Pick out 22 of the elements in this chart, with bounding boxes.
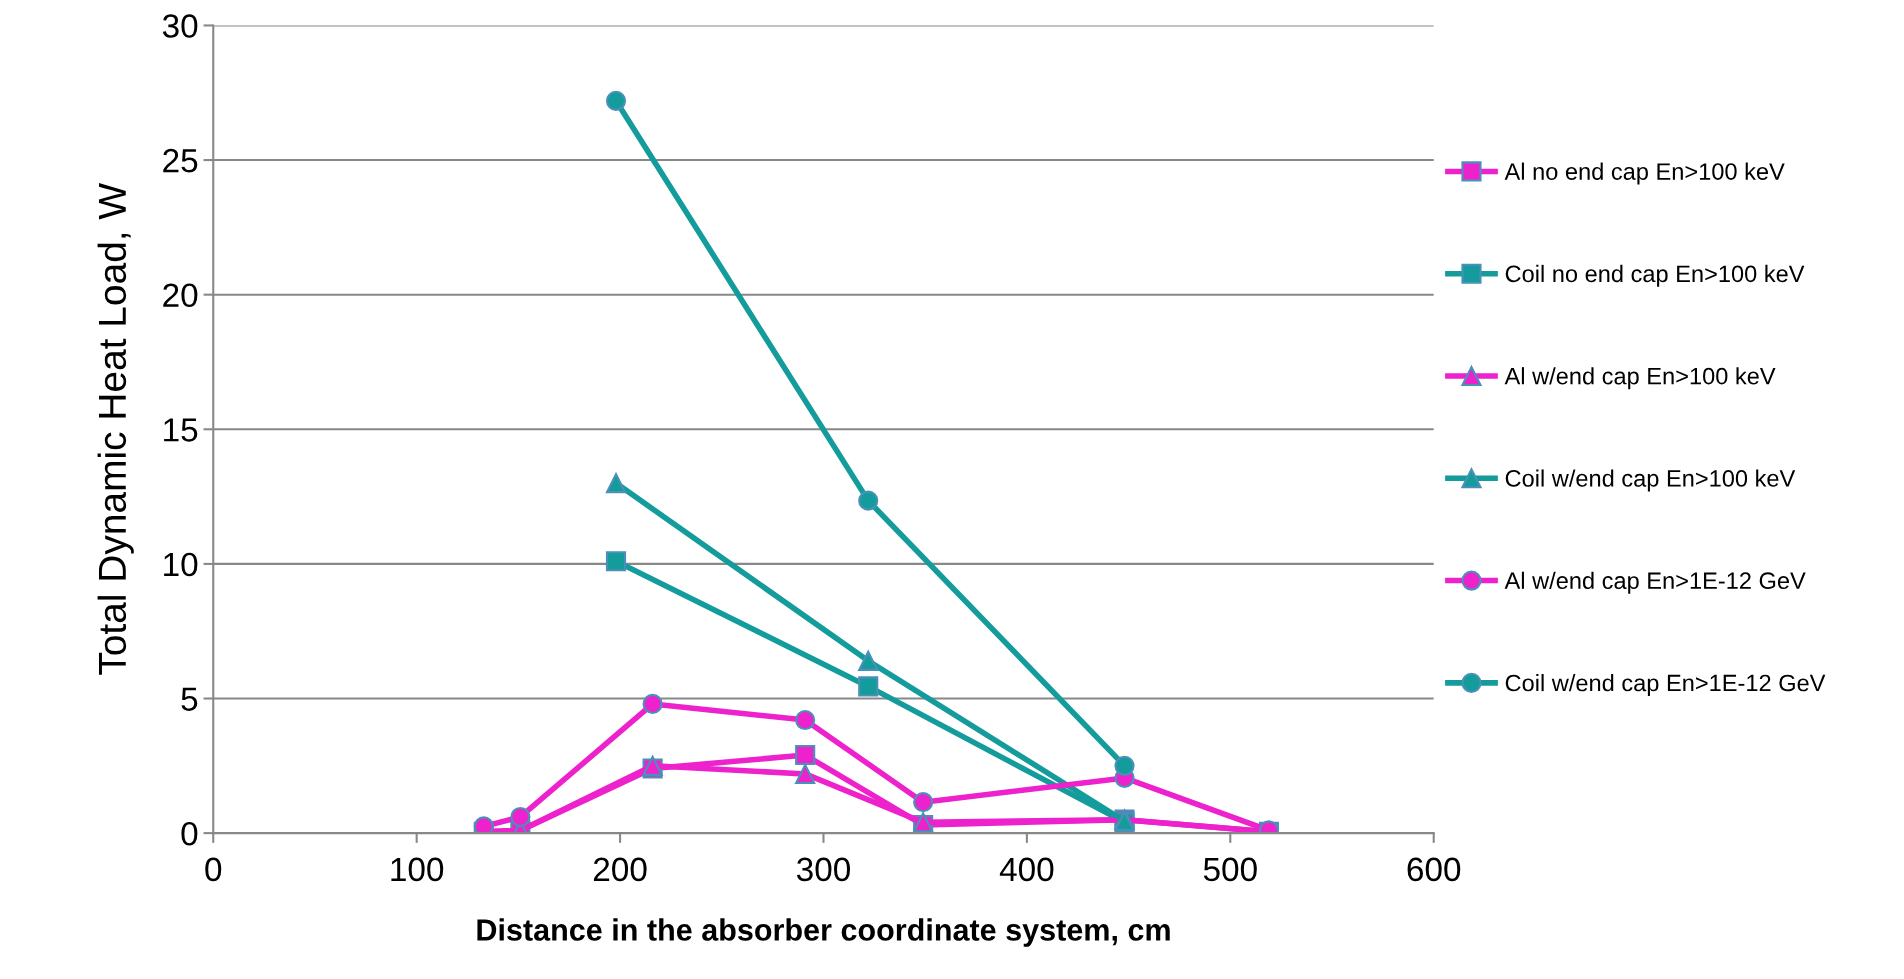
y-tick-label: 20 bbox=[163, 283, 198, 308]
x-tick-label: 500 bbox=[1203, 857, 1257, 882]
legend-label: Al no end cap En>100 keV bbox=[1504, 162, 1785, 185]
y-tick-label: 15 bbox=[164, 418, 198, 442]
y-tick-label: 10 bbox=[164, 552, 198, 577]
x-tick-label: 400 bbox=[999, 857, 1054, 882]
x-tick-label: 200 bbox=[593, 857, 647, 882]
legend-label: Al w/end cap En>100 keV bbox=[1504, 367, 1776, 390]
legend-label: Coil w/end cap En>1E-12 GeV bbox=[1505, 674, 1826, 697]
y-tick-label: 5 bbox=[181, 687, 198, 711]
x-tick-label: 100 bbox=[391, 857, 444, 882]
y-tick-label: 0 bbox=[181, 821, 198, 846]
legend-label: Al w/end cap En>1E-12 GeV bbox=[1504, 571, 1806, 594]
y-axis-title: Total Dynamic Heat Load, W bbox=[97, 183, 134, 675]
x-tick-label: 600 bbox=[1407, 857, 1461, 882]
x-tick-label: 300 bbox=[796, 857, 850, 882]
legend-label: Coil no end cap En>100 keV bbox=[1505, 264, 1805, 287]
x-tick-label: 0 bbox=[205, 857, 222, 882]
y-tick-label: 25 bbox=[163, 148, 198, 173]
y-tick-label: 30 bbox=[162, 14, 198, 38]
x-axis-title: Distance in the absorber coordinate system, cm bbox=[477, 918, 1170, 947]
legend-label: Coil w/end cap En>100 keV bbox=[1505, 469, 1796, 492]
